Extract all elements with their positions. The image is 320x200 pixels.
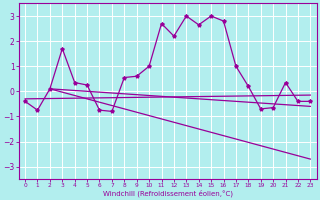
- X-axis label: Windchill (Refroidissement éolien,°C): Windchill (Refroidissement éolien,°C): [103, 189, 233, 197]
